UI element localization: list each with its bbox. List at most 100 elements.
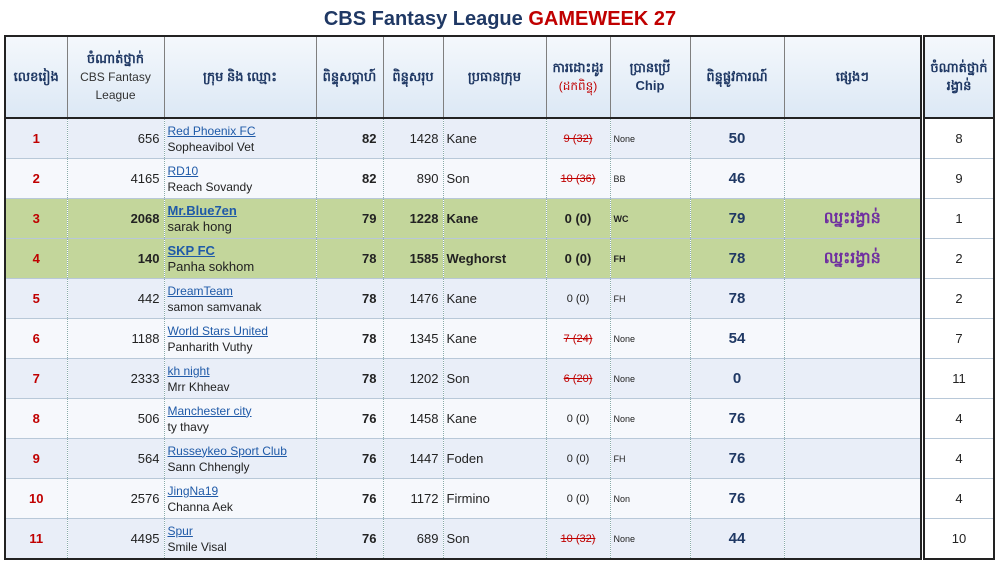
prize-row: 1 (923, 198, 995, 239)
captain-cell: Kane (442, 318, 547, 359)
final-points-cell: 79 (689, 198, 785, 239)
manager-name: Panharith Vuthy (167, 339, 253, 354)
team-link[interactable]: Spur (167, 523, 193, 538)
header-rank: លេខរៀង (4, 35, 68, 119)
prize-rank-cell: 2 (923, 238, 995, 279)
note-cell: ឈ្នះរង្វាន់ (783, 238, 922, 279)
cbs-rank-cell: 442 (66, 278, 165, 319)
table-row: 7 2333 kh night Mrr Khheav 78 1202 Son 6 (20) No… (4, 358, 922, 399)
header-gw-points: ពិន្ទុសប្តាហ៍ (315, 35, 384, 119)
gw-points-cell: 78 (315, 278, 384, 319)
chip-cell: None (609, 358, 691, 399)
total-points-cell: 1172 (382, 478, 444, 519)
cbs-rank-cell: 2333 (66, 358, 165, 399)
total-points-cell: 1202 (382, 358, 444, 399)
prize-rank-cell: 7 (923, 318, 995, 359)
final-points-cell: 0 (689, 358, 785, 399)
team-link[interactable]: kh night (167, 363, 210, 378)
manager-name: Reach Sovandy (167, 179, 253, 194)
captain-cell: Foden (442, 438, 547, 479)
table-row: 11 4495 Spur Smile Visal 76 689 Son 10 (32) None… (4, 518, 922, 560)
chip-cell: FH (609, 438, 691, 479)
manager-name: Mrr Khheav (167, 379, 230, 394)
header-cbs-rank: ចំណាត់ថ្នាក់ CBS Fantasy League (66, 35, 165, 119)
manager-name: Sann Chhengly (167, 459, 250, 474)
team-cell: Red Phoenix FC Sopheavibol Vet (163, 118, 317, 159)
transfers-cell: 0 (0) (545, 238, 611, 279)
header-total-points: ពិន្ទុសរុប (382, 35, 444, 119)
team-link[interactable]: Red Phoenix FC (167, 123, 256, 138)
manager-name: Channa Aek (167, 499, 233, 514)
final-points-cell: 50 (689, 118, 785, 159)
team-cell: RD10 Reach Sovandy (163, 158, 317, 199)
rank-cell: 10 (4, 478, 68, 519)
rank-cell: 11 (4, 518, 68, 560)
cbs-rank-cell: 656 (66, 118, 165, 159)
note-cell (783, 398, 922, 439)
chip-cell: None (609, 518, 691, 560)
captain-cell: Kane (442, 118, 547, 159)
team-link[interactable]: SKP FC (167, 242, 215, 258)
total-points-cell: 689 (382, 518, 444, 560)
cbs-rank-cell: 2576 (66, 478, 165, 519)
gw-points-cell: 78 (315, 238, 384, 279)
note-cell (783, 358, 922, 399)
team-link[interactable]: DreamTeam (167, 283, 233, 298)
note-cell: ឈ្នះរង្វាន់ (783, 198, 922, 239)
note-cell (783, 438, 922, 479)
team-link[interactable]: Mr.Blue7en (167, 202, 237, 218)
team-cell: DreamTeam samon samvanak (163, 278, 317, 319)
table-row: 10 2576 JingNa19 Channa Aek 76 1172 Firmino 0 (… (4, 478, 922, 519)
note-cell (783, 118, 922, 159)
team-link[interactable]: JingNa19 (167, 483, 219, 498)
manager-name: Sopheavibol Vet (167, 139, 255, 154)
chip-cell: BB (609, 158, 691, 199)
table-row: 8 506 Manchester city ty thavy 76 1458 Kane 0 (… (4, 398, 922, 439)
captain-cell: Kane (442, 278, 547, 319)
total-points-cell: 1345 (382, 318, 444, 359)
prize-rank-cell: 1 (923, 198, 995, 239)
prize-row: 11 (923, 358, 995, 399)
table-row: 4 140 SKP FC Panha sokhom 78 1585 Weghorst 0 (0… (4, 238, 922, 279)
header-transfers: ការដោះដូរ (ដកពិន្ទុ) (545, 35, 611, 119)
prize-header-row: ចំណាត់ថ្នាក់រង្វាន់ (923, 35, 995, 119)
gw-points-cell: 76 (315, 398, 384, 439)
rank-cell: 5 (4, 278, 68, 319)
prize-rank-cell: 4 (923, 398, 995, 439)
rank-cell: 2 (4, 158, 68, 199)
rank-cell: 8 (4, 398, 68, 439)
total-points-cell: 1228 (382, 198, 444, 239)
prize-rank-table: ចំណាត់ថ្នាក់រង្វាន់ 8 9 1 2 2 7 11 4 4 4 10 (923, 35, 995, 560)
team-cell: Russeykeo Sport Club Sann Chhengly (163, 438, 317, 479)
cbs-rank-cell: 2068 (66, 198, 165, 239)
transfers-cell: 9 (32) (545, 118, 611, 159)
final-points-cell: 78 (689, 278, 785, 319)
page-title: CBS Fantasy League GAMEWEEK 27 (0, 6, 1000, 32)
rank-cell: 1 (4, 118, 68, 159)
cbs-rank-cell: 4165 (66, 158, 165, 199)
captain-cell: Son (442, 358, 547, 399)
prize-row: 4 (923, 398, 995, 439)
table-header-row: លេខរៀង ចំណាត់ថ្នាក់ CBS Fantasy League ក្… (4, 35, 922, 119)
team-link[interactable]: RD10 (167, 163, 199, 178)
chip-cell: FH (609, 238, 691, 279)
team-link[interactable]: World Stars United (167, 323, 268, 338)
team-link[interactable]: Russeykeo Sport Club (167, 443, 287, 458)
captain-cell: Son (442, 158, 547, 199)
team-link[interactable]: Manchester city (167, 403, 252, 418)
prize-row: 4 (923, 478, 995, 519)
captain-cell: Kane (442, 398, 547, 439)
gw-points-cell: 76 (315, 438, 384, 479)
team-cell: JingNa19 Channa Aek (163, 478, 317, 519)
prize-row: 4 (923, 438, 995, 479)
gw-points-cell: 79 (315, 198, 384, 239)
transfers-cell: 10 (32) (545, 518, 611, 560)
prize-row: 10 (923, 518, 995, 560)
rank-cell: 6 (4, 318, 68, 359)
cbs-rank-cell: 506 (66, 398, 165, 439)
cbs-rank-cell: 1188 (66, 318, 165, 359)
final-points-cell: 44 (689, 518, 785, 560)
manager-name: sarak hong (167, 218, 232, 234)
header-chip: ប្រានប្រើ Chip (609, 35, 691, 119)
gw-points-cell: 76 (315, 518, 384, 560)
